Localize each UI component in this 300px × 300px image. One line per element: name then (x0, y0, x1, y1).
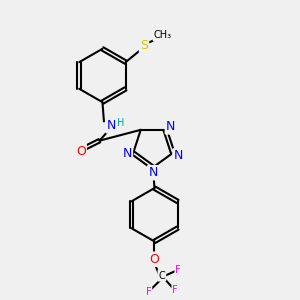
Text: C: C (158, 271, 165, 281)
Text: F: F (172, 285, 178, 296)
Text: N: N (107, 119, 116, 132)
Text: F: F (176, 265, 181, 275)
Text: H: H (117, 118, 124, 128)
Text: N: N (148, 166, 158, 179)
Text: O: O (76, 145, 86, 158)
Text: S: S (140, 39, 148, 52)
Text: N: N (123, 146, 132, 160)
Text: N: N (166, 120, 175, 134)
Text: F: F (146, 287, 151, 297)
Text: CH₃: CH₃ (154, 31, 172, 40)
Text: O: O (149, 253, 159, 266)
Text: N: N (173, 149, 183, 163)
